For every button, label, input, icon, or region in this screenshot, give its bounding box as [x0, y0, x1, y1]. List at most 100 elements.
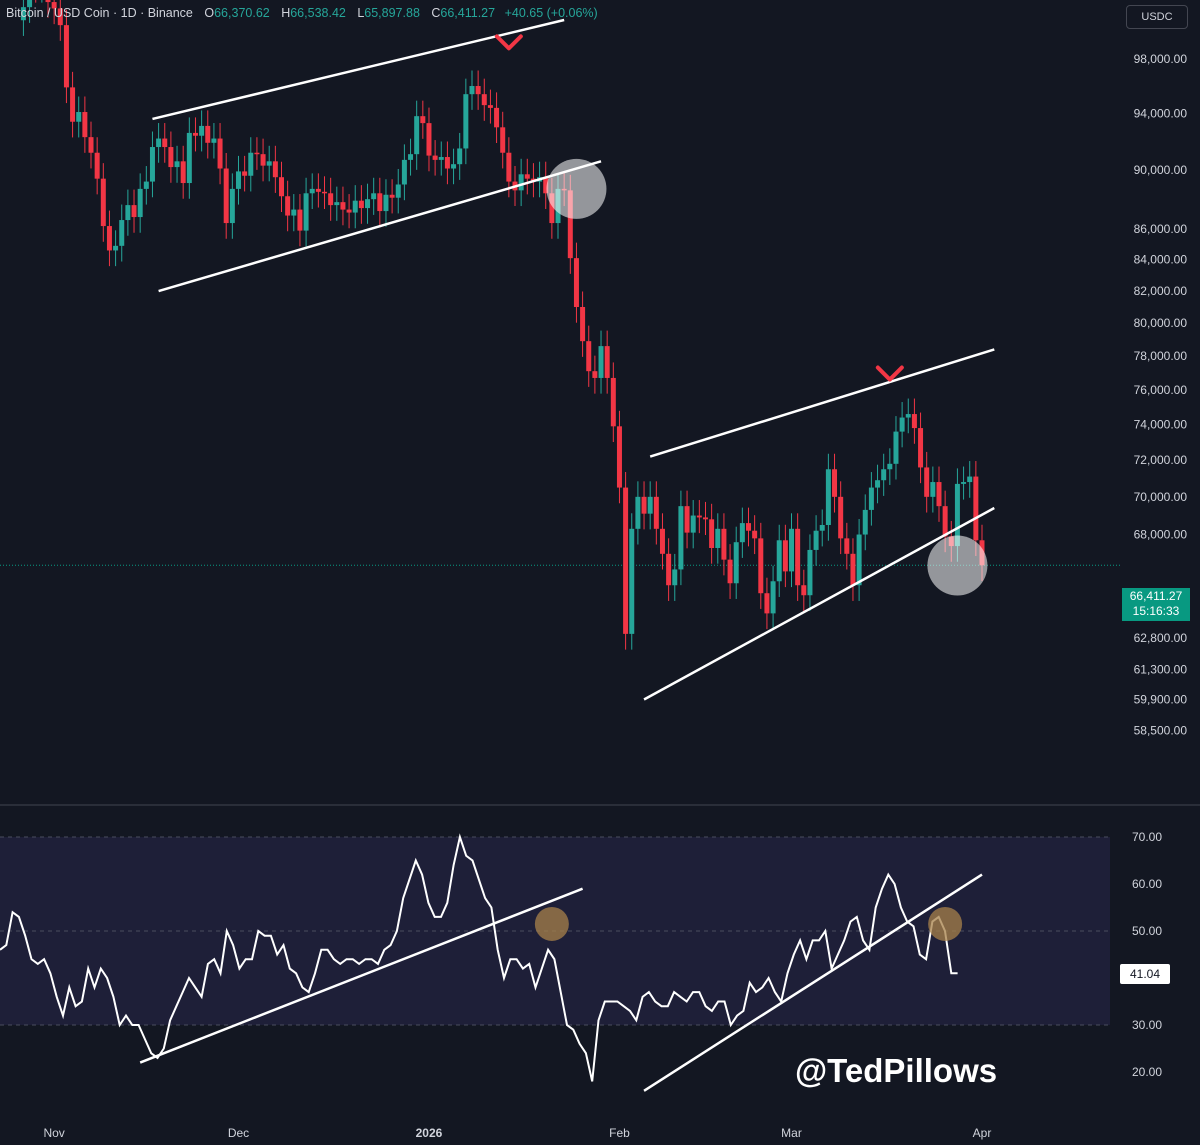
candle-body: [524, 174, 530, 179]
candle-body: [322, 191, 328, 194]
candle-body: [739, 523, 745, 543]
candle-body: [862, 509, 868, 535]
candle-body: [131, 205, 137, 218]
candle-body: [254, 152, 260, 155]
candle-body: [911, 414, 917, 429]
candle-body: [125, 205, 131, 221]
candle-body: [205, 125, 211, 143]
candle-body: [973, 476, 979, 541]
candle-body: [487, 105, 493, 108]
candle-body: [162, 138, 168, 148]
currency-button[interactable]: USDC: [1126, 5, 1188, 29]
candle-body: [389, 194, 395, 198]
high-value: 66,538.42: [290, 6, 346, 20]
candle-body: [813, 530, 819, 550]
candle-body: [340, 202, 346, 210]
candle-body: [758, 538, 764, 594]
candle-body: [795, 528, 801, 586]
breakdown-circle-2: [927, 535, 988, 596]
candle-body: [875, 480, 881, 488]
candle-body: [229, 188, 235, 224]
candle-body: [199, 125, 205, 136]
candle-body: [789, 528, 795, 572]
candle-body: [782, 540, 788, 572]
candle-body: [426, 123, 432, 156]
candle-body: [752, 530, 758, 539]
candle-body: [113, 245, 119, 251]
candle-body: [248, 152, 254, 176]
candle-body: [844, 538, 850, 554]
price-tick-label: 90,000.00: [1134, 163, 1188, 177]
candle-body: [100, 178, 106, 227]
candle-body: [143, 181, 149, 189]
candle-body: [156, 138, 162, 148]
candle-body: [905, 414, 911, 418]
candle-body: [721, 528, 727, 560]
candle-body: [647, 496, 653, 514]
candle-body: [192, 132, 198, 136]
price-tick-label: 72,000.00: [1134, 453, 1188, 467]
candle-body: [623, 487, 629, 634]
open-value: 66,370.62: [214, 6, 270, 20]
rsi-tick-label: 70.00: [1132, 830, 1162, 844]
annotations: [494, 34, 988, 941]
candle-body: [899, 417, 905, 432]
candle-body: [918, 428, 924, 468]
rsi-trendline-2: [643, 873, 983, 1092]
candle-body: [266, 161, 272, 166]
candle-body: [967, 476, 973, 483]
candle-body: [137, 188, 143, 218]
candle-body: [832, 469, 838, 497]
candle-body: [549, 193, 555, 224]
time-tick-label: 2026: [416, 1126, 443, 1140]
candle-body: [770, 581, 776, 614]
price-tick-label: 68,000.00: [1134, 528, 1188, 542]
candle-body: [180, 161, 186, 184]
candle-body: [690, 515, 696, 533]
candle-body: [451, 164, 457, 169]
chart-header: Bitcoin / USD Coin · 1D · Binance O66,37…: [6, 6, 598, 20]
candle-body: [702, 517, 708, 520]
candle-body: [346, 209, 352, 213]
candle-body: [672, 569, 678, 586]
bar-countdown: 15:16:33: [1132, 604, 1180, 618]
candle-body: [328, 193, 334, 206]
candle-body: [825, 469, 831, 526]
candle-body: [444, 157, 450, 169]
price-trendline-1: [158, 160, 602, 293]
time-tick-label: Feb: [609, 1126, 630, 1140]
time-tick-label: Apr: [973, 1126, 992, 1140]
candle-body: [291, 209, 297, 216]
time-tick-label: Dec: [228, 1126, 249, 1140]
candlesticks: [20, 0, 985, 650]
candle-body: [309, 188, 315, 194]
candle-body: [149, 147, 155, 182]
watermark: @TedPillows: [795, 1052, 998, 1089]
candle-body: [94, 152, 100, 179]
candle-body: [371, 193, 377, 200]
candle-body: [659, 528, 665, 554]
candle-body: [285, 196, 291, 216]
candle-body: [401, 159, 407, 185]
candle-body: [930, 482, 936, 497]
candle-body: [463, 94, 469, 149]
candle-body: [457, 148, 463, 165]
candle-body: [211, 138, 217, 143]
candle-body: [70, 87, 76, 122]
rsi-tick-label: 60.00: [1132, 877, 1162, 891]
rsi-tick-label: 30.00: [1132, 1018, 1162, 1032]
close-label: C: [431, 6, 441, 20]
open-label: O: [204, 6, 215, 20]
candle-body: [365, 199, 371, 209]
candle-body: [383, 194, 389, 212]
candle-body: [961, 482, 967, 484]
low-value: 65,897.88: [364, 6, 420, 20]
candle-body: [76, 112, 82, 122]
candle-body: [518, 174, 524, 191]
candle-body: [420, 116, 426, 124]
candle-body: [807, 549, 813, 596]
candle-body: [186, 132, 192, 184]
candle-body: [924, 467, 930, 497]
symbol-title: Bitcoin / USD Coin · 1D · Binance: [6, 6, 193, 20]
